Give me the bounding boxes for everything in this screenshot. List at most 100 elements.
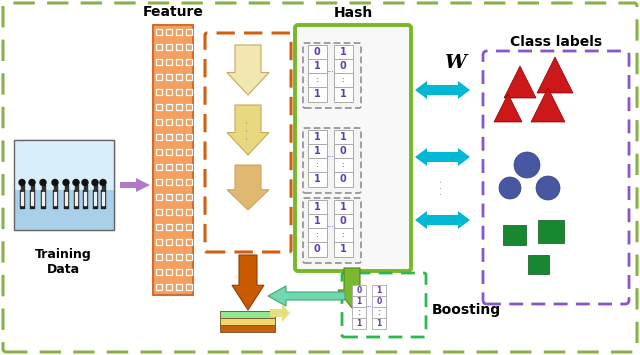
FancyBboxPatch shape — [372, 285, 387, 296]
Circle shape — [514, 152, 540, 178]
Text: 1: 1 — [340, 89, 346, 99]
Text: :: : — [316, 77, 318, 83]
Polygon shape — [227, 105, 269, 155]
FancyBboxPatch shape — [528, 255, 549, 274]
FancyBboxPatch shape — [307, 130, 326, 144]
FancyBboxPatch shape — [333, 130, 353, 144]
Text: Hash: Hash — [333, 6, 372, 20]
Text: 1: 1 — [314, 174, 321, 184]
Text: 1: 1 — [314, 61, 321, 71]
FancyBboxPatch shape — [307, 87, 326, 102]
Text: :: : — [342, 162, 344, 168]
FancyBboxPatch shape — [352, 318, 366, 329]
Circle shape — [499, 177, 521, 199]
FancyBboxPatch shape — [14, 140, 114, 230]
FancyBboxPatch shape — [538, 220, 564, 243]
Circle shape — [536, 176, 560, 200]
FancyBboxPatch shape — [352, 296, 366, 307]
Polygon shape — [415, 148, 470, 166]
Text: :: : — [357, 308, 360, 317]
FancyBboxPatch shape — [483, 51, 629, 304]
Text: :: : — [342, 232, 344, 238]
Text: 0: 0 — [314, 244, 321, 254]
FancyBboxPatch shape — [14, 190, 114, 230]
Text: 1: 1 — [356, 319, 362, 328]
Text: 1: 1 — [340, 132, 346, 142]
FancyBboxPatch shape — [307, 171, 326, 186]
Text: 1: 1 — [314, 216, 321, 226]
Text: Training
Data: Training Data — [35, 248, 92, 276]
FancyBboxPatch shape — [303, 43, 361, 108]
Text: Feature: Feature — [143, 5, 204, 19]
Text: :: : — [378, 308, 381, 317]
Polygon shape — [338, 268, 366, 308]
Text: 0: 0 — [340, 174, 346, 184]
FancyBboxPatch shape — [303, 198, 361, 263]
Text: ···: ··· — [326, 153, 334, 163]
Text: 1: 1 — [314, 132, 321, 142]
Text: · · ·: · · · — [348, 161, 358, 179]
Text: ···: ··· — [365, 304, 372, 310]
Polygon shape — [268, 286, 345, 306]
FancyBboxPatch shape — [333, 241, 353, 257]
FancyBboxPatch shape — [333, 72, 353, 87]
FancyBboxPatch shape — [307, 200, 326, 214]
Polygon shape — [270, 304, 290, 322]
FancyBboxPatch shape — [220, 325, 275, 332]
FancyBboxPatch shape — [352, 285, 366, 296]
Circle shape — [100, 180, 106, 186]
FancyBboxPatch shape — [22, 140, 114, 222]
Polygon shape — [531, 88, 565, 122]
Text: :: : — [316, 232, 318, 238]
FancyBboxPatch shape — [503, 225, 526, 245]
Circle shape — [73, 180, 79, 186]
FancyBboxPatch shape — [333, 44, 353, 60]
Text: 0: 0 — [340, 216, 346, 226]
Polygon shape — [227, 45, 269, 95]
Text: 1: 1 — [340, 244, 346, 254]
Text: 0: 0 — [314, 47, 321, 57]
Text: 1: 1 — [376, 286, 381, 295]
Text: 0: 0 — [356, 286, 362, 295]
FancyBboxPatch shape — [220, 311, 275, 318]
Circle shape — [40, 180, 46, 186]
Text: ···: ··· — [326, 69, 334, 77]
FancyBboxPatch shape — [372, 307, 387, 318]
FancyBboxPatch shape — [352, 307, 366, 318]
FancyBboxPatch shape — [372, 318, 387, 329]
Text: 0: 0 — [376, 297, 381, 306]
FancyBboxPatch shape — [372, 296, 387, 307]
Polygon shape — [232, 255, 264, 310]
Text: 1: 1 — [356, 297, 362, 306]
Text: 1: 1 — [340, 47, 346, 57]
Text: :: : — [316, 162, 318, 168]
FancyBboxPatch shape — [307, 213, 326, 229]
FancyBboxPatch shape — [295, 25, 411, 271]
Circle shape — [63, 180, 69, 186]
Polygon shape — [227, 165, 269, 210]
FancyBboxPatch shape — [307, 59, 326, 73]
Polygon shape — [415, 211, 470, 229]
FancyBboxPatch shape — [18, 140, 114, 226]
Text: ···: ··· — [326, 224, 334, 233]
Text: 0: 0 — [340, 146, 346, 156]
Text: 1: 1 — [314, 89, 321, 99]
Circle shape — [82, 180, 88, 186]
FancyBboxPatch shape — [333, 200, 353, 214]
FancyBboxPatch shape — [333, 228, 353, 242]
Text: Class labels: Class labels — [510, 35, 602, 49]
FancyBboxPatch shape — [307, 241, 326, 257]
Text: W: W — [444, 54, 466, 72]
FancyBboxPatch shape — [307, 44, 326, 60]
Text: 0: 0 — [340, 61, 346, 71]
FancyBboxPatch shape — [333, 171, 353, 186]
FancyBboxPatch shape — [307, 72, 326, 87]
Text: Boosting: Boosting — [432, 303, 501, 317]
Text: 1: 1 — [314, 146, 321, 156]
FancyBboxPatch shape — [333, 158, 353, 173]
FancyBboxPatch shape — [303, 128, 361, 193]
Text: 1: 1 — [314, 202, 321, 212]
Polygon shape — [415, 81, 470, 99]
FancyBboxPatch shape — [333, 143, 353, 158]
FancyBboxPatch shape — [307, 158, 326, 173]
